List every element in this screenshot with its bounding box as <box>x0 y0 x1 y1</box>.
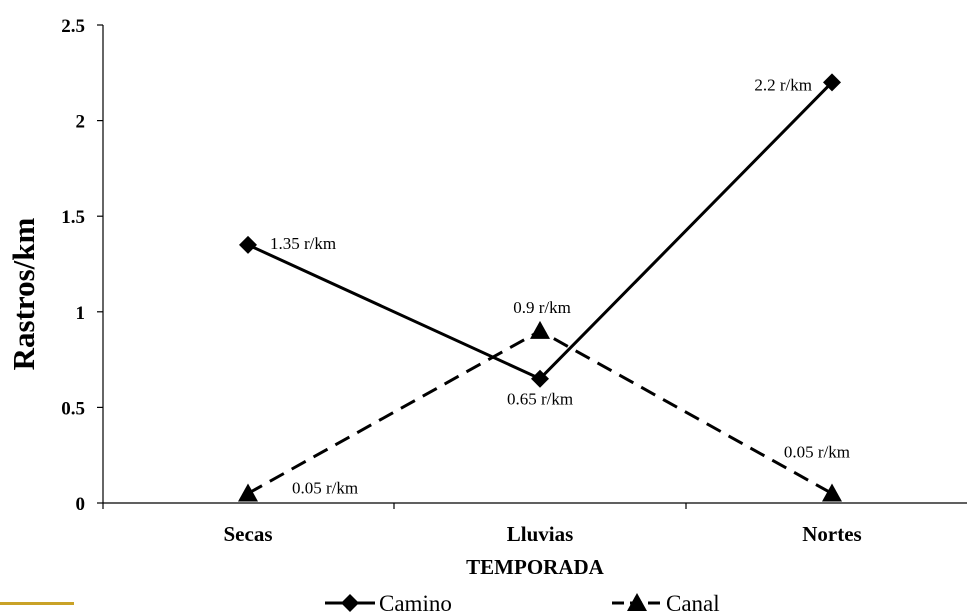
y-tick-label: 1.5 <box>61 207 85 228</box>
x-axis-title: TEMPORADA <box>466 555 604 579</box>
axes <box>102 25 967 509</box>
data-labels: 1.35 r/km 0.65 r/km 2.2 r/km 0.05 r/km 0.9 r… <box>270 75 850 497</box>
x-category-label: Lluvias <box>507 522 574 546</box>
legend-marker-canal <box>627 593 647 611</box>
legend: Camino Canal <box>325 591 720 614</box>
series-line-canal <box>247 329 833 495</box>
data-label-canal: 0.05 r/km <box>784 442 850 461</box>
x-category-label: Nortes <box>802 522 861 546</box>
y-tick-label: 2 <box>76 112 86 133</box>
data-label-canal: 0.9 r/km <box>513 298 571 317</box>
legend-label-canal: Canal <box>666 591 720 614</box>
y-tick-label: 0 <box>76 494 86 515</box>
data-label-camino: 0.65 r/km <box>507 390 573 409</box>
data-point-camino <box>239 235 257 254</box>
series-lines <box>247 81 834 495</box>
y-axis-title: Rastros/km <box>6 217 41 370</box>
y-tick-label: 1 <box>76 303 86 324</box>
data-point-camino <box>531 369 549 388</box>
x-axis-categories: Secas Lluvias Nortes <box>224 522 862 546</box>
series-markers <box>238 73 842 502</box>
legend-label-camino: Camino <box>379 591 452 614</box>
y-axis-ticks: 0 0.5 1 1.5 2 2.5 <box>61 16 103 515</box>
data-point-camino <box>823 73 841 92</box>
legend-item-canal: Canal <box>612 591 720 614</box>
y-tick-label: 2.5 <box>61 16 85 37</box>
data-point-canal <box>238 483 258 502</box>
data-label-canal: 0.05 r/km <box>292 478 358 497</box>
data-label-camino: 2.2 r/km <box>754 75 812 94</box>
legend-item-camino: Camino <box>325 591 452 614</box>
data-point-canal <box>530 320 550 339</box>
slide-accent-line <box>0 602 74 605</box>
data-label-camino: 1.35 r/km <box>270 234 336 253</box>
x-category-label: Secas <box>224 522 273 546</box>
y-tick-label: 0.5 <box>61 398 85 419</box>
legend-marker-camino <box>341 594 359 612</box>
data-point-canal <box>822 483 842 502</box>
